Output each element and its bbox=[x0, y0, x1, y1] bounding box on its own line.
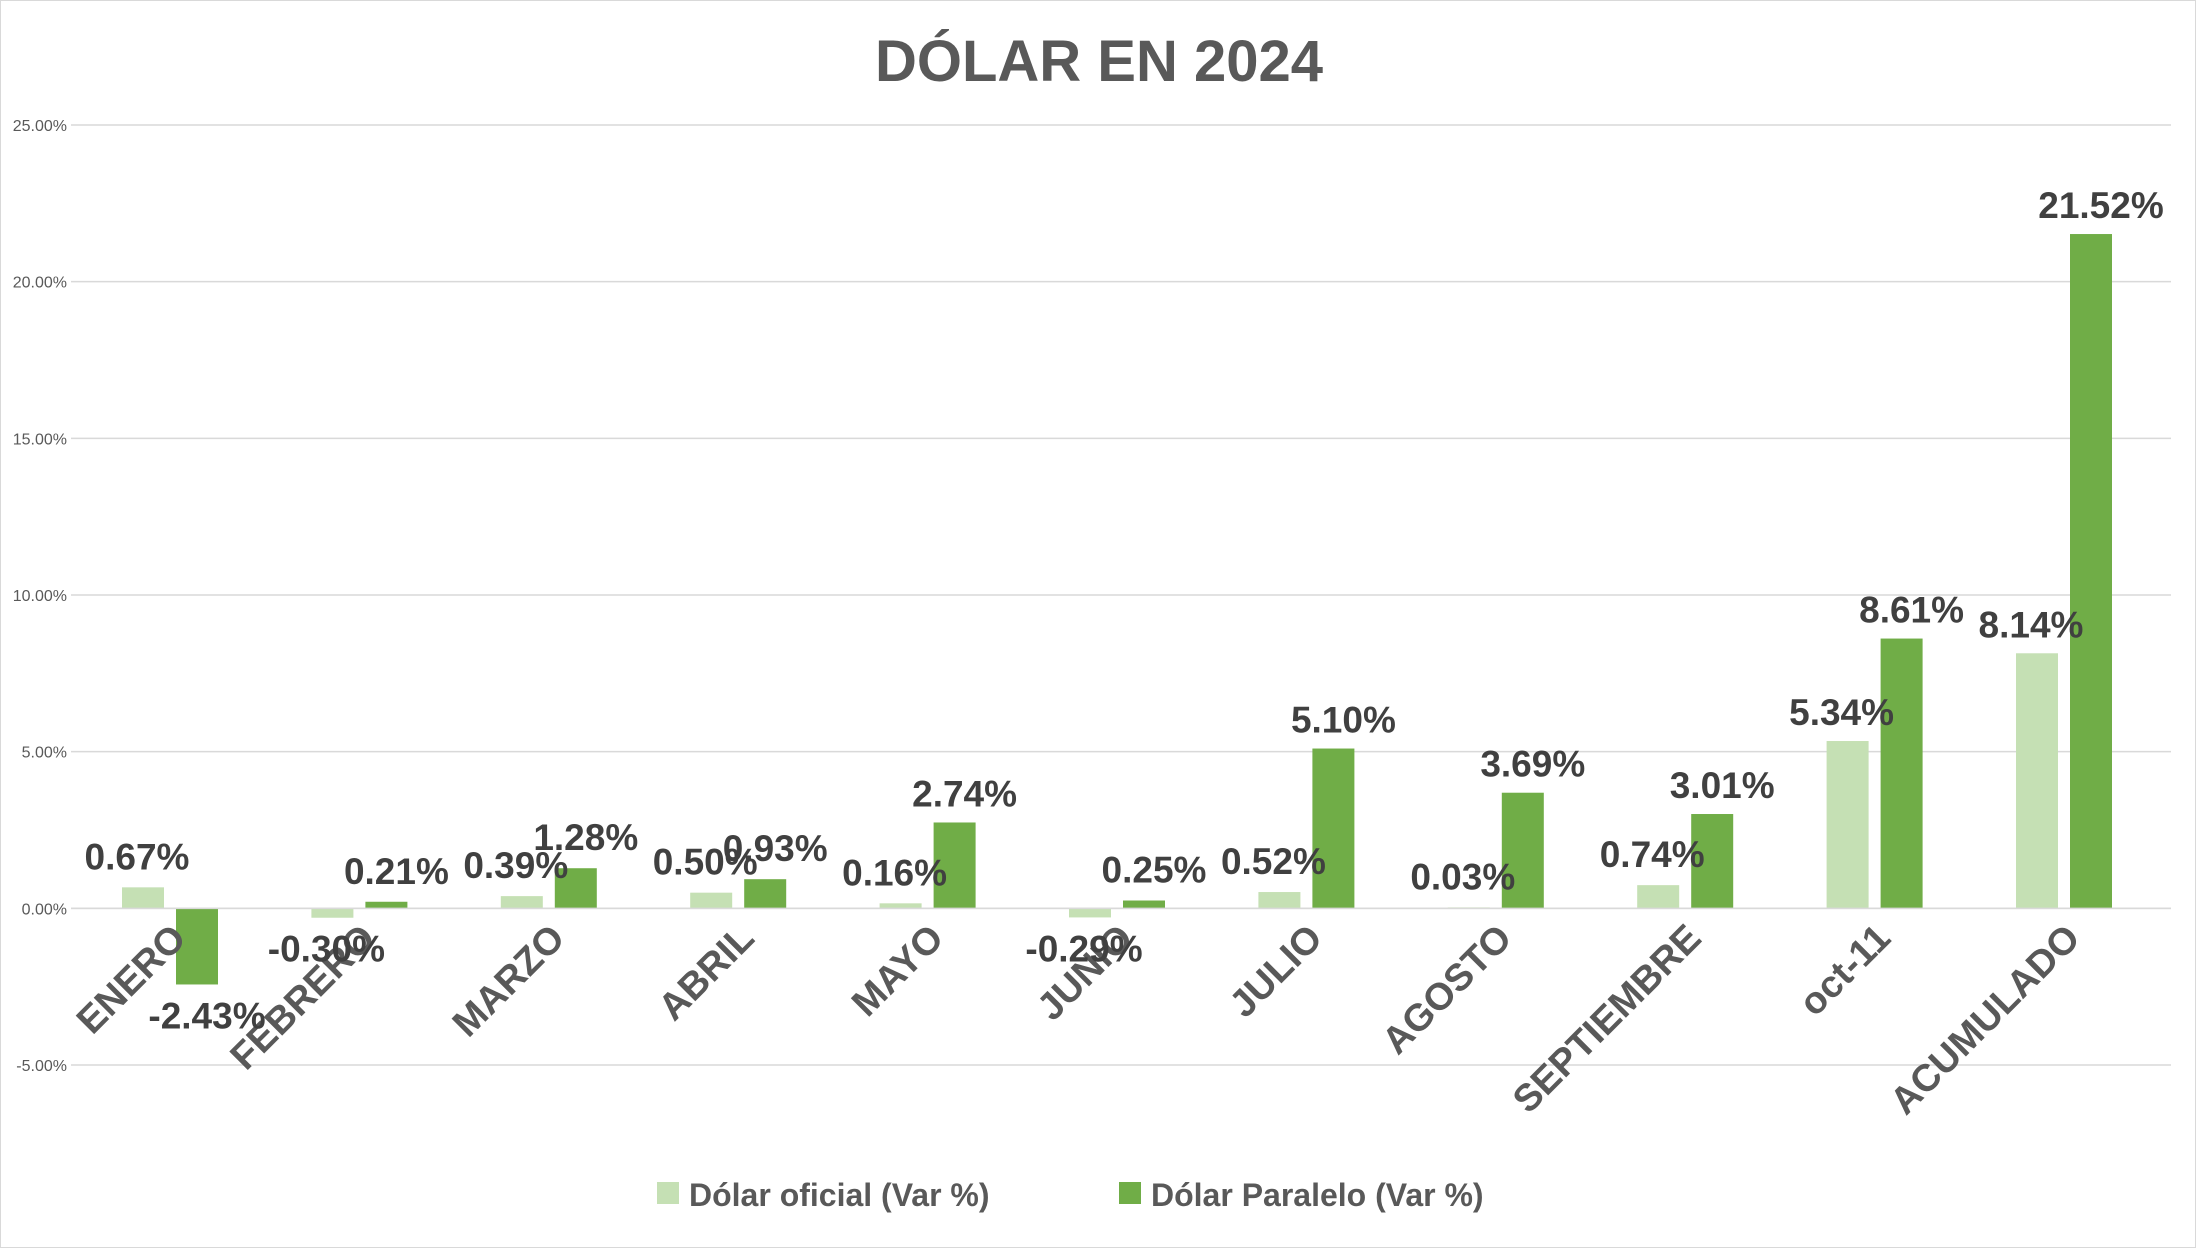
data-label-oficial: 5.34% bbox=[1789, 692, 1894, 733]
data-label-oficial: 0.39% bbox=[463, 845, 568, 886]
y-tick-label: 5.00% bbox=[22, 745, 67, 762]
x-tick-label: SEPTIEMBRE bbox=[1505, 917, 1709, 1121]
data-label-paralelo: -2.43% bbox=[148, 995, 265, 1036]
bar-oficial bbox=[500, 896, 543, 909]
legend-label: Dólar oficial (Var %) bbox=[689, 1177, 990, 1213]
x-tick-label: MAYO bbox=[844, 917, 952, 1025]
bar-paralelo bbox=[933, 822, 976, 909]
bar-paralelo bbox=[1880, 638, 1923, 909]
bars bbox=[122, 234, 2112, 985]
x-tick-label: ABRIL bbox=[651, 917, 763, 1029]
gridlines bbox=[71, 124, 2171, 1066]
y-tick-label: 25.00% bbox=[13, 118, 67, 135]
bar-oficial bbox=[122, 887, 164, 909]
legend-swatch bbox=[657, 1182, 679, 1204]
data-label-paralelo: 2.74% bbox=[912, 773, 1017, 814]
y-tick-label: -5.00% bbox=[16, 1058, 67, 1075]
y-axis: 25.00% 20.00% 15.00% 10.00% 5.00% 0.00% -5.00% bbox=[13, 118, 67, 1075]
x-tick-label: MARZO bbox=[445, 917, 573, 1045]
legend: Dólar oficial (Var %) Dólar Paralelo (Var… bbox=[657, 1177, 1484, 1213]
bar-oficial bbox=[690, 892, 733, 909]
bar-paralelo bbox=[1501, 792, 1544, 909]
data-label-oficial: -0.29% bbox=[1025, 928, 1142, 969]
data-label-paralelo: 0.25% bbox=[1102, 850, 1207, 891]
data-label-paralelo: 21.52% bbox=[2038, 185, 2164, 226]
bar-paralelo bbox=[2070, 234, 2112, 909]
bar-paralelo bbox=[176, 908, 218, 985]
bar-paralelo bbox=[1312, 748, 1355, 909]
y-tick-label: 20.00% bbox=[13, 275, 67, 292]
y-tick-label: 15.00% bbox=[13, 431, 67, 448]
y-tick-label: 0.00% bbox=[22, 901, 67, 918]
x-tick-label: AGOSTO bbox=[1375, 917, 1521, 1063]
data-label-paralelo: 3.01% bbox=[1670, 765, 1775, 806]
bar-oficial bbox=[1637, 885, 1680, 909]
bar-paralelo bbox=[744, 879, 787, 909]
bar-oficial bbox=[879, 903, 922, 909]
data-label-paralelo: 0.93% bbox=[723, 828, 828, 869]
y-tick-label: 10.00% bbox=[13, 588, 67, 605]
data-label-paralelo: 5.10% bbox=[1291, 700, 1396, 741]
x-tick-label: oct-11 bbox=[1792, 917, 1899, 1024]
x-tick-label: JULIO bbox=[1222, 917, 1331, 1026]
bar-paralelo bbox=[365, 901, 408, 909]
data-label-oficial: 8.14% bbox=[1979, 604, 2084, 645]
data-label-oficial: 0.16% bbox=[842, 852, 947, 893]
data-label-oficial: -0.30% bbox=[268, 929, 385, 970]
data-label-oficial: 0.74% bbox=[1600, 834, 1705, 875]
bar-oficial bbox=[1826, 741, 1869, 909]
legend-label: Dólar Paralelo (Var %) bbox=[1151, 1177, 1484, 1213]
legend-swatch bbox=[1119, 1182, 1141, 1204]
data-label-paralelo: 1.28% bbox=[533, 817, 638, 858]
bar-oficial bbox=[2016, 653, 2058, 909]
chart-title: DÓLAR EN 2024 bbox=[875, 29, 1323, 94]
data-label-paralelo: 3.69% bbox=[1480, 744, 1585, 785]
bar-paralelo bbox=[554, 868, 597, 909]
bar-oficial bbox=[1069, 908, 1111, 918]
data-label-oficial: 0.52% bbox=[1221, 841, 1326, 882]
bar-oficial bbox=[1258, 892, 1301, 909]
x-tick-label: ACUMULADO bbox=[1883, 917, 2089, 1123]
bar-paralelo bbox=[1691, 814, 1734, 909]
data-label-paralelo: 8.61% bbox=[1859, 590, 1964, 631]
data-label-oficial: 0.03% bbox=[1410, 856, 1515, 897]
data-labels: 0.67% -0.30% 0.39% 0.50% 0.16% -0.29% 0.52% 0.0… bbox=[85, 185, 2164, 1036]
data-label-paralelo: 0.21% bbox=[344, 851, 449, 892]
data-label-oficial: 0.67% bbox=[85, 836, 190, 877]
bar-paralelo bbox=[1123, 900, 1165, 909]
data-label-oficial: 0.50% bbox=[653, 842, 758, 883]
bar-oficial bbox=[311, 908, 354, 918]
